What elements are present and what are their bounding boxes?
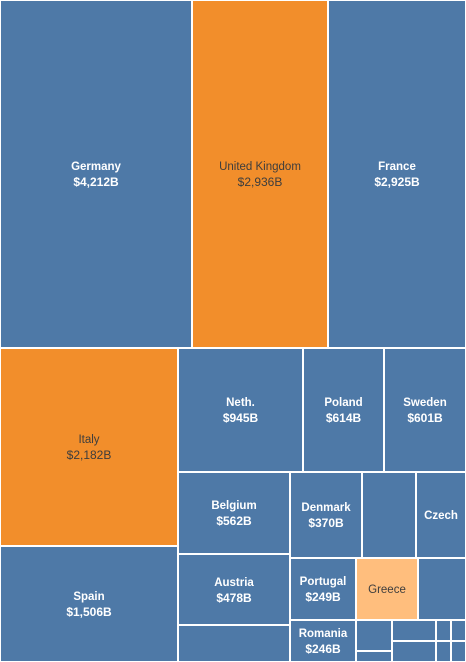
treemap-cell-unlabeled [362, 472, 416, 558]
treemap-cell-unlabeled [436, 641, 451, 662]
treemap-label: France $2,925B [329, 160, 465, 190]
treemap-label-value: $2,182B [66, 448, 112, 462]
treemap-label: Italy $2,182B [1, 433, 177, 463]
treemap-label-name: Neth. [226, 397, 255, 409]
treemap-label: Spain $1,506B [1, 590, 177, 620]
treemap-cell-unlabeled [178, 625, 290, 662]
treemap-cell-greece: Greece [356, 558, 418, 620]
treemap-cell-poland: Poland $614B [303, 348, 384, 472]
treemap-label: Portugal $249B [291, 575, 355, 605]
treemap-label: Austria $478B [179, 576, 289, 606]
treemap-label: United Kingdom $2,936B [193, 160, 327, 190]
treemap-cell-austria: Austria $478B [178, 554, 290, 625]
treemap-label-name: United Kingdom [219, 161, 301, 173]
treemap-label-value: $2,925B [374, 175, 420, 189]
treemap-label-value: $945B [222, 411, 259, 425]
treemap-label-value: $370B [308, 516, 344, 530]
treemap-cell-unlabeled [418, 558, 466, 620]
treemap-cell-germany: Germany $4,212B [0, 0, 192, 348]
treemap-cell-unlabeled [356, 620, 392, 651]
treemap-label: Germany $4,212B [1, 160, 191, 190]
treemap-cell-unlabeled [356, 651, 392, 662]
treemap-cell-portugal: Portugal $249B [290, 558, 356, 620]
treemap-label-value: $1,506B [66, 605, 112, 619]
treemap-label: Neth. $945B [179, 396, 302, 426]
treemap-label: Czech [417, 509, 465, 524]
treemap-cell-unlabeled [392, 641, 436, 662]
treemap-cell-romania: Romania $246B [290, 620, 356, 662]
treemap-cell-italy: Italy $2,182B [0, 348, 178, 546]
treemap-cell-unlabeled [451, 620, 466, 641]
treemap-cell-neth: Neth. $945B [178, 348, 303, 472]
treemap-label-name: Portugal [299, 576, 347, 588]
treemap-label-value: $478B [216, 591, 252, 605]
treemap-label: Belgium $562B [179, 499, 289, 529]
treemap-label-value: $614B [325, 411, 362, 425]
treemap-label-name: Denmark [301, 502, 351, 514]
treemap-label-name: Spain [73, 591, 105, 603]
treemap-label-value: $2,936B [237, 175, 283, 189]
treemap-label-name: Belgium [211, 500, 257, 512]
treemap-cell-france: France $2,925B [328, 0, 466, 348]
treemap-label-name: Czech [424, 510, 458, 522]
treemap-label-name: France [378, 161, 416, 173]
treemap-cell-belgium: Belgium $562B [178, 472, 290, 554]
treemap-cell-spain: Spain $1,506B [0, 546, 178, 662]
treemap-label-name: Germany [71, 161, 121, 173]
treemap-label: Denmark $370B [291, 501, 361, 531]
treemap-label: Romania $246B [291, 627, 355, 657]
treemap-cell-sweden: Sweden $601B [384, 348, 466, 472]
treemap-cell-unlabeled [451, 641, 466, 662]
treemap-label-name: Greece [368, 584, 406, 596]
treemap-label-value: $249B [305, 590, 341, 604]
treemap-label-name: Italy [78, 434, 100, 446]
treemap-label: Sweden $601B [385, 396, 465, 426]
treemap-label-value: $4,212B [73, 175, 119, 189]
treemap-label: Greece [357, 583, 417, 598]
treemap-label-name: Poland [324, 397, 363, 409]
treemap-label-value: $562B [216, 514, 252, 528]
treemap-cell-unlabeled [436, 620, 451, 641]
treemap-cell-denmark: Denmark $370B [290, 472, 362, 558]
treemap-label: Poland $614B [304, 396, 383, 426]
treemap-label-name: Romania [298, 628, 348, 640]
treemap-label-name: Austria [214, 577, 254, 589]
treemap-label-name: Sweden [403, 397, 447, 409]
treemap-label-value: $601B [407, 411, 443, 425]
treemap-label-value: $246B [305, 642, 341, 656]
treemap-cell-united-kingdom: United Kingdom $2,936B [192, 0, 328, 348]
treemap-cell-unlabeled [392, 620, 436, 641]
treemap-cell-czech: Czech [416, 472, 466, 558]
